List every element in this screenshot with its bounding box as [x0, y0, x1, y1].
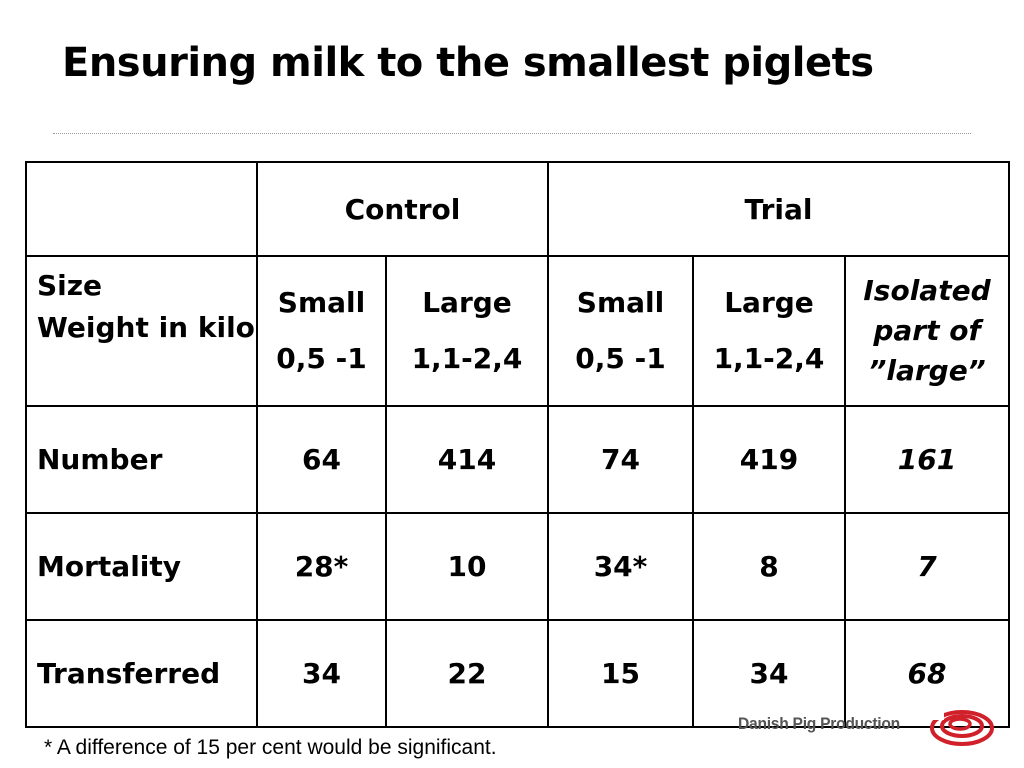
isolated-line: Isolated — [863, 274, 991, 307]
trial-header: Trial — [546, 161, 1011, 257]
title-divider — [53, 133, 971, 134]
size-value: Large — [724, 286, 814, 319]
row-label: Mortality — [25, 512, 258, 621]
corner-cell — [25, 161, 258, 257]
spiral-logo-icon — [930, 708, 994, 746]
size-value: Small — [277, 286, 366, 319]
weight-value: 0,5 -1 — [575, 342, 666, 375]
size-value: Large — [422, 286, 512, 319]
table-row: Number 64 414 74 419 161 — [25, 405, 1011, 514]
table-cell: 28* — [256, 512, 387, 621]
isolated-cell: 68 — [843, 619, 1011, 728]
table-cell: 419 — [692, 405, 846, 514]
table-cell: 74 — [547, 405, 694, 514]
size-cell: Small 0,5 -1 — [256, 255, 387, 407]
table-cell: 34* — [547, 512, 694, 621]
weight-value: 1,1-2,4 — [411, 342, 523, 375]
table-cell: 8 — [692, 512, 846, 621]
table-row: Transferred 34 22 15 34 68 — [25, 619, 1011, 728]
isolated-line: ”large” — [868, 354, 986, 387]
weight-value: 1,1-2,4 — [713, 342, 825, 375]
table-cell: 64 — [256, 405, 387, 514]
footnote: * A difference of 15 per cent would be s… — [44, 736, 497, 759]
control-header: Control — [256, 161, 549, 257]
row-label: Number — [25, 405, 258, 514]
isolated-cell: 161 — [843, 405, 1011, 514]
weight-value: 0,5 -1 — [276, 342, 367, 375]
table-row: Mortality 28* 10 34* 8 7 — [25, 512, 1011, 621]
size-label-cell: Size Weight in kilo — [25, 255, 258, 407]
table-cell: 22 — [385, 619, 549, 728]
isolated-line: part of — [873, 314, 981, 347]
table-cell: 15 — [547, 619, 694, 728]
table-cell: 34 — [256, 619, 387, 728]
weight-label: Weight in kilo — [37, 311, 255, 344]
size-label: Size — [37, 269, 103, 302]
company-logo: Danish Pig Production — [738, 708, 1000, 748]
logo-text: Danish Pig Production — [738, 714, 900, 733]
slide-title: Ensuring milk to the smallest piglets — [62, 40, 874, 86]
table-cell: 34 — [692, 619, 846, 728]
size-value: Small — [576, 286, 665, 319]
isolated-header-cell: Isolated part of ”large” — [843, 255, 1011, 407]
table-cell: 10 — [385, 512, 549, 621]
size-row: Size Weight in kilo Small 0,5 -1 Large 1… — [25, 255, 1011, 407]
table-cell: 414 — [385, 405, 549, 514]
isolated-cell: 7 — [843, 512, 1011, 621]
results-table: Control Trial Size Weight in kilo Small … — [25, 161, 1011, 728]
table-header-row: Control Trial — [25, 161, 1011, 257]
size-cell: Large 1,1-2,4 — [385, 255, 549, 407]
size-cell: Small 0,5 -1 — [547, 255, 694, 407]
row-label: Transferred — [25, 619, 258, 728]
size-cell: Large 1,1-2,4 — [692, 255, 846, 407]
